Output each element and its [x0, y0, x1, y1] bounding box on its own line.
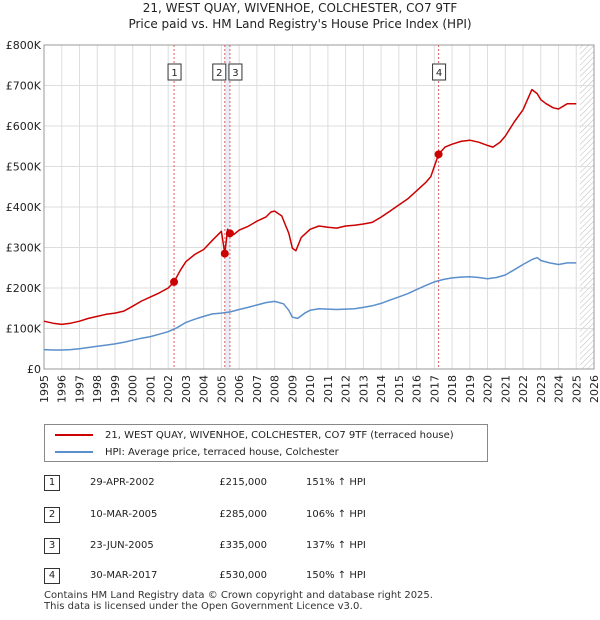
x-tick-label: 2006 — [233, 375, 246, 403]
sale-date: 23-JUN-2005 — [90, 540, 154, 551]
sale-price: £335,000 — [219, 540, 267, 551]
legend-swatch-property — [55, 434, 93, 436]
x-tick-label: 2011 — [322, 375, 335, 403]
x-tick-label: 2024 — [553, 375, 566, 403]
sale-row-2: 2 10-MAR-2005 £285,000 106% ↑ HPI — [44, 506, 584, 526]
sale-number: 4 — [44, 568, 60, 584]
x-tick-label: 2005 — [215, 375, 228, 403]
x-tick-label: 2016 — [411, 375, 424, 403]
x-tick-label: 2015 — [393, 375, 406, 403]
sale-hpi: 137% ↑ HPI — [306, 540, 366, 551]
y-tick-label: £200K — [6, 282, 42, 295]
sale-price: £285,000 — [219, 509, 267, 520]
legend-item-property: 21, WEST QUAY, WIVENHOE, COLCHESTER, CO7… — [45, 427, 454, 443]
sale-label: 2 — [216, 68, 222, 79]
y-tick-label: £400K — [6, 201, 42, 214]
sale-hpi: 150% ↑ HPI — [306, 570, 366, 581]
x-tick-label: 2012 — [340, 375, 353, 403]
x-tick-label: 2004 — [198, 375, 211, 403]
sale-label: 1 — [171, 68, 177, 79]
x-tick-label: 2003 — [180, 375, 193, 403]
legend-label-property: 21, WEST QUAY, WIVENHOE, COLCHESTER, CO7… — [105, 429, 454, 441]
sale-hpi: 106% ↑ HPI — [306, 509, 366, 520]
chart-title: 21, WEST QUAY, WIVENHOE, COLCHESTER, CO7… — [142, 1, 458, 15]
y-tick-label: £700K — [6, 80, 42, 93]
sale-date: 10-MAR-2005 — [90, 509, 158, 520]
sale-price: £215,000 — [219, 477, 267, 488]
sale-label-box — [228, 63, 243, 81]
legend-swatch-hpi — [55, 451, 93, 453]
sale-label: 3 — [232, 68, 238, 79]
x-tick-label: 2020 — [482, 375, 495, 403]
sale-row-4: 4 30-MAR-2017 £530,000 150% ↑ HPI — [44, 567, 584, 587]
footer-license: This data is licensed under the Open Gov… — [44, 601, 363, 612]
x-tick-label: 2007 — [251, 375, 264, 403]
sale-number: 1 — [44, 475, 60, 491]
sale-row-3: 3 23-JUN-2005 £335,000 137% ↑ HPI — [44, 537, 584, 557]
chart-legend: 21, WEST QUAY, WIVENHOE, COLCHESTER, CO7… — [44, 424, 488, 462]
sale-price: £530,000 — [219, 570, 267, 581]
x-tick-label: 1995 — [38, 375, 51, 403]
x-tick-label: 1996 — [56, 375, 69, 403]
x-tick-label: 2000 — [127, 375, 140, 403]
x-tick-label: 2002 — [162, 375, 175, 403]
x-tick-label: 1999 — [109, 375, 122, 403]
x-tick-label: 2013 — [357, 375, 370, 403]
y-tick-label: £500K — [6, 161, 42, 174]
x-tick-label: 1997 — [73, 375, 86, 403]
footer-copyright: Contains HM Land Registry data © Crown c… — [44, 590, 433, 601]
plot-border — [43, 44, 595, 370]
sale-label-box — [212, 63, 227, 81]
x-tick-label: 2023 — [535, 375, 548, 403]
sale-number: 3 — [44, 538, 60, 554]
chart-subtitle: Price paid vs. HM Land Registry's House … — [128, 17, 472, 31]
sale-date: 30-MAR-2017 — [90, 570, 158, 581]
sale-point — [170, 277, 179, 286]
x-tick-label: 2001 — [144, 375, 157, 403]
sale-point — [220, 249, 229, 258]
x-tick-label: 2014 — [375, 375, 388, 403]
y-tick-label: £600K — [6, 120, 42, 133]
x-tick-label: 2026 — [588, 375, 600, 403]
y-tick-label: £100K — [6, 323, 42, 336]
sale-label: 4 — [436, 68, 442, 79]
sale-hpi: 151% ↑ HPI — [306, 477, 366, 488]
sale-number: 2 — [44, 507, 60, 523]
y-tick-label: £800K — [6, 39, 42, 52]
sale-date: 29-APR-2002 — [90, 477, 155, 488]
x-tick-label: 2018 — [446, 375, 459, 403]
sale-label-box — [167, 63, 182, 81]
legend-label-hpi: HPI: Average price, terraced house, Colc… — [105, 446, 339, 458]
x-tick-label: 2017 — [428, 375, 441, 403]
x-tick-label: 1998 — [91, 375, 104, 403]
x-tick-label: 2021 — [499, 375, 512, 403]
x-tick-label: 2025 — [570, 375, 583, 403]
y-tick-label: £300K — [6, 242, 42, 255]
sale-label-box — [432, 63, 447, 81]
x-tick-label: 2009 — [286, 375, 299, 403]
price-chart: £0 £100K £200K £300K £400K £500K £600K £700K £80… — [6, 39, 600, 403]
hpi-line — [43, 256, 577, 351]
x-tick-label: 2022 — [517, 375, 530, 403]
x-tick-label: 2019 — [464, 375, 477, 403]
sale-row-1: 1 29-APR-2002 £215,000 151% ↑ HPI — [44, 474, 584, 494]
x-tick-label: 2008 — [269, 375, 282, 403]
y-tick-label: £0 — [27, 363, 41, 376]
x-tick-label: 2010 — [304, 375, 317, 403]
footer: Contains HM Land Registry data © Crown c… — [44, 590, 433, 612]
property-price-line — [43, 88, 577, 326]
legend-item-hpi: HPI: Average price, terraced house, Colc… — [45, 444, 339, 460]
sale-point — [225, 229, 234, 238]
sale-point — [434, 150, 443, 159]
